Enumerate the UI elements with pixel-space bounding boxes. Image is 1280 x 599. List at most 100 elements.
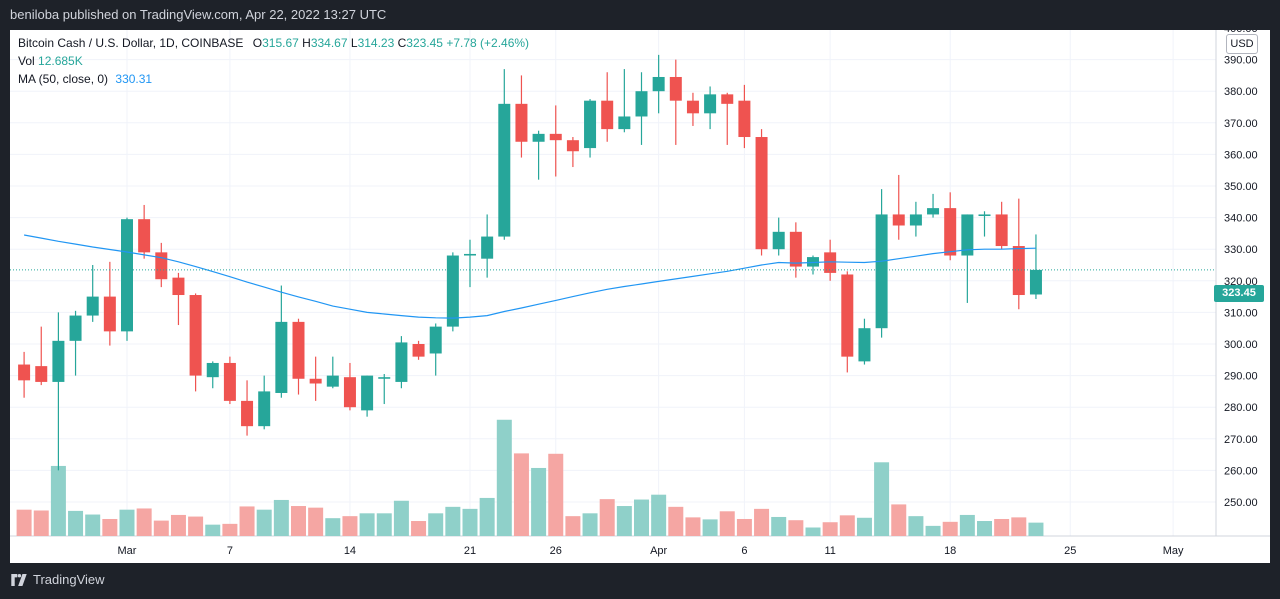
volume-bar xyxy=(719,511,735,536)
volume-bar xyxy=(1028,522,1044,536)
footer-brand: TradingView xyxy=(33,572,105,587)
candle xyxy=(995,201,1008,250)
footer: TradingView xyxy=(10,572,105,587)
volume-bar xyxy=(634,499,649,536)
candle xyxy=(532,130,545,180)
candle-body xyxy=(858,328,871,362)
candle-body xyxy=(789,231,802,267)
candle xyxy=(618,69,631,133)
candle xyxy=(978,211,991,237)
time-tick-label: 7 xyxy=(227,545,233,557)
candle-body xyxy=(584,100,597,149)
volume-bar xyxy=(479,497,495,536)
candle-body xyxy=(378,377,391,379)
candle-body xyxy=(258,391,271,427)
candle xyxy=(241,380,254,436)
legend-open: 315.67 xyxy=(262,36,299,50)
candle xyxy=(875,189,888,338)
candle xyxy=(155,242,168,288)
volume-bar xyxy=(582,513,598,536)
candle xyxy=(258,375,271,430)
volume-bar xyxy=(33,510,49,536)
candle-body xyxy=(69,315,82,341)
time-tick-label: 21 xyxy=(464,545,476,557)
volume-bar xyxy=(565,516,581,536)
volume-bar xyxy=(994,518,1010,536)
candle xyxy=(309,356,322,401)
price-tick-label: 280.00 xyxy=(1224,402,1258,414)
volume-bar xyxy=(1011,517,1027,536)
price-tick-label: 290.00 xyxy=(1224,371,1258,383)
price-chart[interactable]: 250.00 260.00 270.00 280.00 290.00 300.00 310.… xyxy=(10,30,1270,563)
currency-button[interactable]: USD xyxy=(1226,34,1258,54)
candle xyxy=(704,86,717,130)
price-tick-label: 310.00 xyxy=(1224,307,1258,319)
candle xyxy=(584,99,597,158)
candle-body xyxy=(343,377,356,408)
chart-frame[interactable]: 250.00 260.00 270.00 280.00 290.00 300.00 310.… xyxy=(10,30,1270,563)
candle-body xyxy=(446,255,459,327)
volume-bar xyxy=(805,527,821,536)
publish-info: beniloba published on TradingView.com, A… xyxy=(10,7,387,22)
price-tick-label: 320.00 xyxy=(1224,276,1258,288)
price-tick-label: 270.00 xyxy=(1224,434,1258,446)
candle-body xyxy=(35,366,48,382)
candle xyxy=(566,137,579,168)
candle xyxy=(223,356,236,405)
candle xyxy=(172,272,185,326)
candle-body xyxy=(309,378,322,384)
candle-body xyxy=(515,103,528,142)
candle-body xyxy=(995,214,1008,247)
candle xyxy=(189,293,202,392)
volume-bar xyxy=(616,506,632,536)
candle xyxy=(326,356,339,389)
legend-ma-label: MA (50, close, 0) xyxy=(18,72,109,86)
candle-body xyxy=(86,296,99,316)
volume-bar xyxy=(50,465,66,536)
volume-bar xyxy=(170,514,186,536)
volume-bar xyxy=(977,521,992,536)
candle-body xyxy=(326,375,339,387)
candle xyxy=(464,239,476,288)
volume-bar xyxy=(119,509,135,536)
volume-bar xyxy=(959,514,975,536)
candle xyxy=(498,69,511,240)
candle xyxy=(515,75,528,158)
volume-bar xyxy=(16,509,32,536)
candle xyxy=(858,318,871,365)
candle xyxy=(378,374,391,405)
volume-bar xyxy=(925,525,941,536)
candle-body xyxy=(841,274,854,357)
candle-body xyxy=(532,133,545,142)
volume-bar xyxy=(153,520,169,536)
candle-body xyxy=(292,321,305,379)
candle xyxy=(1012,198,1025,310)
candle xyxy=(52,312,65,471)
volume-bar xyxy=(462,508,478,536)
time-tick-label: 26 xyxy=(550,545,562,557)
volume-bar xyxy=(325,518,341,536)
volume-bar xyxy=(308,507,324,536)
candle-body xyxy=(755,137,768,250)
candle-body xyxy=(652,76,665,92)
candle-body xyxy=(498,103,511,237)
candle-body xyxy=(1012,246,1025,296)
candle-body xyxy=(927,208,940,215)
volume-bar xyxy=(85,514,101,536)
candle-body xyxy=(669,76,682,101)
candle-body xyxy=(223,362,236,401)
candle-body xyxy=(601,100,614,130)
volume-bar xyxy=(291,506,306,536)
legend-high-label: H xyxy=(302,36,311,50)
candle xyxy=(481,214,494,278)
candle xyxy=(944,192,957,261)
time-tick-label: 25 xyxy=(1064,545,1076,557)
legend-low-label: L xyxy=(350,36,358,50)
time-tick-label: 18 xyxy=(944,545,956,557)
legend-open-label: O xyxy=(252,36,263,50)
volume-bar xyxy=(839,515,855,536)
candle xyxy=(35,326,48,386)
time-tick-label: Apr xyxy=(650,545,667,557)
candle xyxy=(721,92,734,145)
candle-body xyxy=(481,236,494,259)
